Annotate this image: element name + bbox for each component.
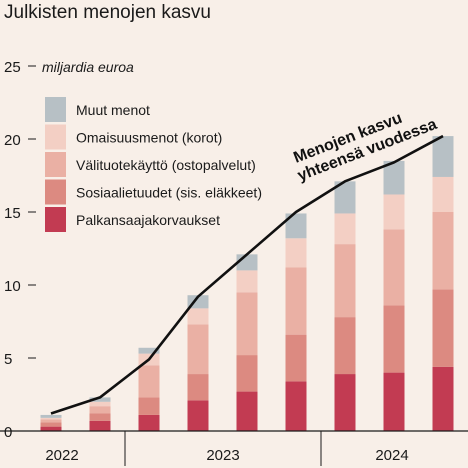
bar-segment-palkansaajakorvaukset-0	[40, 426, 62, 431]
bar-segment-omaisuusmenot-8	[432, 176, 454, 212]
x-tick-label-2022: 2022	[45, 447, 78, 464]
legend-swatch-1	[45, 124, 66, 150]
legend-label-0: Muut menot	[76, 102, 150, 118]
legend-swatch-4	[45, 207, 66, 232]
unit-label: miljardia euroa	[42, 59, 134, 75]
bar-segment-palkansaajakorvaukset-6	[334, 374, 356, 431]
y-tick-label-5: 5	[4, 351, 12, 368]
bar-segment-sosiaalietuudet-4	[236, 355, 258, 392]
bar-segment-välituotekäyttö-6	[334, 244, 356, 318]
bar-segment-sosiaalietuudet-5	[285, 334, 307, 382]
legend-swatch-3	[45, 179, 66, 205]
legend-label-1: Omaisuusmenot (korot)	[76, 130, 222, 146]
bar-segment-omaisuusmenot-6	[334, 213, 356, 245]
bar-segment-sosiaalietuudet-3	[187, 374, 209, 401]
bar-segment-välituotekäyttö-7	[383, 229, 405, 306]
x-tick-label-2023: 2023	[206, 447, 239, 464]
legend-label-2: Välituotekäyttö (ostopalvelut)	[76, 157, 256, 173]
bar-segment-sosiaalietuudet-0	[40, 422, 62, 427]
legend-label-3: Sosiaalietuudet (sis. eläkkeet)	[76, 185, 262, 201]
y-tick-label-20: 20	[4, 132, 21, 149]
bar-segment-välituotekäyttö-8	[432, 212, 454, 290]
bar-segment-palkansaajakorvaukset-8	[432, 366, 454, 431]
bar-segment-omaisuusmenot-7	[383, 194, 405, 230]
bar-segment-palkansaajakorvaukset-1	[89, 420, 111, 431]
bar-segment-sosiaalietuudet-8	[432, 289, 454, 367]
bar-segment-palkansaajakorvaukset-3	[187, 400, 209, 431]
bar-segment-muut-8	[432, 136, 454, 177]
bar-segment-omaisuusmenot-0	[40, 417, 62, 420]
bar-segment-välituotekäyttö-0	[40, 419, 62, 423]
chart-title: Julkisten menojen kasvu	[4, 2, 211, 23]
bar-segment-sosiaalietuudet-2	[138, 397, 160, 415]
bar-segment-välituotekäyttö-5	[285, 267, 307, 335]
legend-label-4: Palkansaajakorvaukset	[76, 212, 220, 228]
bar-segment-välituotekäyttö-2	[138, 365, 160, 398]
bar-segment-palkansaajakorvaukset-2	[138, 414, 160, 431]
bar-segment-muut-0	[40, 414, 62, 418]
bar-segment-muut-2	[138, 347, 160, 354]
bar-segment-välituotekäyttö-4	[236, 292, 258, 356]
bar-segment-välituotekäyttö-1	[89, 406, 111, 414]
bar-segment-sosiaalietuudet-1	[89, 413, 111, 421]
bar-segment-muut-1	[89, 397, 111, 402]
bar-segment-muut-7	[383, 160, 405, 195]
y-tick-label-0: 0	[4, 424, 12, 441]
bar-segment-omaisuusmenot-5	[285, 238, 307, 268]
bar-segment-palkansaajakorvaukset-4	[236, 391, 258, 431]
bar-segment-sosiaalietuudet-7	[383, 305, 405, 373]
x-tick-label-2024: 2024	[375, 447, 408, 464]
bar-segment-muut-6	[334, 181, 356, 214]
bar-segment-palkansaajakorvaukset-7	[383, 372, 405, 431]
legend-swatch-0	[45, 97, 66, 122]
legend-swatch-2	[45, 152, 66, 177]
bar-segment-muut-5	[285, 213, 307, 239]
y-tick-label-10: 10	[4, 278, 21, 295]
bar-segment-omaisuusmenot-3	[187, 308, 209, 325]
bar-segment-omaisuusmenot-4	[236, 270, 258, 293]
y-tick-label-15: 15	[4, 205, 21, 222]
y-tick-label-25: 25	[4, 59, 21, 76]
bar-segment-sosiaalietuudet-6	[334, 317, 356, 375]
bar-segment-omaisuusmenot-1	[89, 401, 111, 407]
bar-segment-välituotekäyttö-3	[187, 324, 209, 375]
bar-segment-palkansaajakorvaukset-5	[285, 381, 307, 431]
total-growth-line	[50, 134, 444, 415]
